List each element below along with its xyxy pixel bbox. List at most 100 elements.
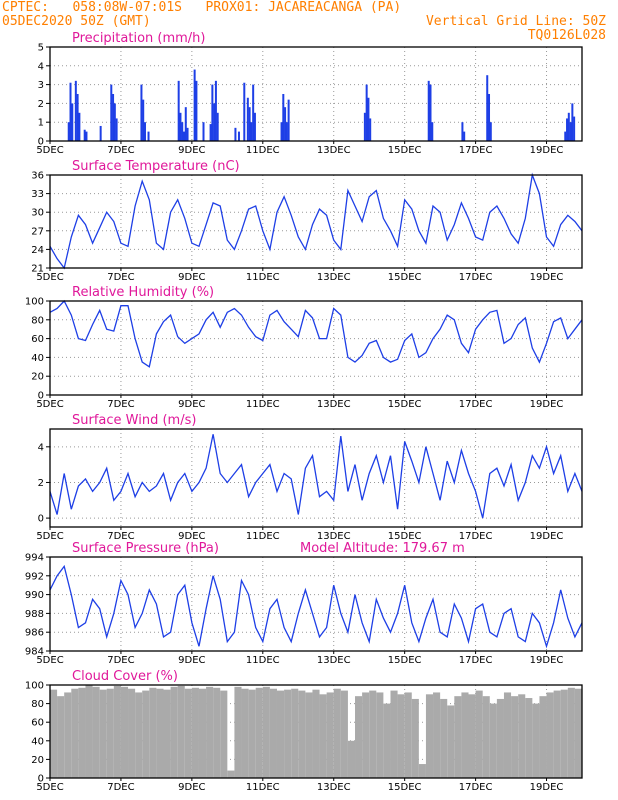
cloud-bar <box>284 689 292 778</box>
y-tick-label: 40 <box>31 353 44 364</box>
precip-bar <box>202 122 205 141</box>
y-tick-label: 2 <box>38 99 44 110</box>
x-tick-label: 13DEC <box>317 531 351 542</box>
wind-panel: 0 2 4 5DEC 7DEC 9DEC 11DEC 13DEC 15DEC 17DEC 19DEC… <box>36 413 583 542</box>
cloud-bar <box>333 688 341 778</box>
precip-bar <box>214 80 217 141</box>
x-tick-label: 17DEC <box>459 272 493 283</box>
x-tick-label: 17DEC <box>459 782 493 793</box>
precip-bar <box>282 94 285 141</box>
cloud-bar <box>57 696 65 778</box>
x-tick-label: 7DEC <box>107 531 134 542</box>
precip-bar <box>253 112 256 141</box>
y-tick-label: 0 <box>38 137 44 148</box>
cloud-bar <box>262 686 270 778</box>
cloud-bar <box>312 689 320 778</box>
cloud-bar <box>482 696 490 778</box>
precip-bar <box>211 84 214 141</box>
precip-bar <box>287 99 290 141</box>
x-tick-label: 17DEC <box>459 399 493 410</box>
precip-bar <box>181 122 184 141</box>
precip-bar <box>486 75 489 141</box>
precip-panel: 0 1 2 3 4 5 5DEC 7DEC 9DEC 11DEC 13DEC 15DEC 17DEC 19… <box>36 31 583 156</box>
y-tick-label: 4 <box>38 442 44 453</box>
cloud-bar <box>142 690 150 778</box>
precip-bar <box>209 124 212 141</box>
cloud-bar <box>276 690 285 778</box>
precip-bar <box>363 112 366 141</box>
y-tick-label: 21 <box>31 264 44 275</box>
x-tick-label: 5DEC <box>36 655 63 666</box>
cloud-bar <box>220 690 228 778</box>
y-tick-label: 992 <box>25 571 44 582</box>
cloud-bar <box>511 696 519 778</box>
precip-bar <box>427 80 430 141</box>
cloud-bar <box>227 770 235 778</box>
precip-bar <box>110 84 113 141</box>
cloud-bar <box>468 694 476 778</box>
cloud-bar <box>340 690 348 778</box>
precip-bar <box>142 99 145 141</box>
cloud-title: Cloud Cover (%) <box>72 669 178 684</box>
grid-line-note: Vertical Grid Line: 50Z <box>425 14 606 29</box>
x-tick-label: 15DEC <box>388 399 422 410</box>
y-tick-label: 3 <box>38 80 44 91</box>
model-code: TQ0126L028 <box>527 28 606 43</box>
cloud-bar <box>319 694 327 778</box>
run-date: 05DEC2020 50Z (GMT) <box>2 14 151 29</box>
x-tick-label: 7DEC <box>107 655 134 666</box>
x-tick-label: 5DEC <box>36 399 63 410</box>
x-tick-label: 7DEC <box>107 145 134 156</box>
cloud-bar <box>106 688 114 778</box>
x-tick-label: 5DEC <box>36 272 63 283</box>
x-tick-label: 9DEC <box>178 145 205 156</box>
cloud-bar <box>440 698 448 778</box>
x-tick-label: 13DEC <box>317 399 351 410</box>
x-tick-label: 15DEC <box>388 531 422 542</box>
precip-bar <box>76 94 79 141</box>
precip-bar <box>213 103 216 141</box>
plot-frame <box>49 684 583 779</box>
x-tick-label: 17DEC <box>459 655 493 666</box>
precip-bar <box>569 122 572 141</box>
precip-bar <box>488 94 491 141</box>
x-tick-label: 19DEC <box>530 531 564 542</box>
y-tick-label: 24 <box>31 245 44 256</box>
x-tick-label: 9DEC <box>178 531 205 542</box>
precip-bar <box>179 112 182 141</box>
y-tick-label: 984 <box>25 647 44 658</box>
cloud-bar <box>404 692 412 778</box>
cloud-bar <box>99 689 107 778</box>
cloud-bar <box>149 687 157 778</box>
precip-bar <box>280 122 283 141</box>
x-tick-label: 19DEC <box>530 145 564 156</box>
precip-bar <box>83 129 86 141</box>
precip-bar <box>143 122 146 141</box>
model-altitude-label: Model Altitude: 179.67 m <box>300 541 465 556</box>
precip-bar <box>71 103 74 141</box>
cloud-bar <box>156 688 164 778</box>
chart-header: CPTEC: 058:08W-07:01S PROX01: JACAREACAN… <box>0 0 618 44</box>
cloud-bar <box>298 690 306 778</box>
x-tick-label: 13DEC <box>317 782 351 793</box>
cloud-bar <box>113 685 121 778</box>
precip-bar <box>571 103 574 141</box>
precip-bar <box>573 116 576 141</box>
precip-bar <box>85 131 88 141</box>
wind-title: Surface Wind (m/s) <box>72 413 196 428</box>
y-tick-label: 986 <box>25 628 44 639</box>
cloud-bar <box>411 698 419 778</box>
cloud-bar <box>518 694 526 778</box>
precip-bar <box>489 122 492 141</box>
cloud-bar <box>135 692 143 778</box>
plot-frame <box>49 46 583 142</box>
x-tick-label: 11DEC <box>246 782 280 793</box>
cloud-bar <box>326 692 334 778</box>
precip-bar <box>367 97 370 141</box>
cloud-bar <box>163 689 171 778</box>
x-tick-label: 15DEC <box>388 655 422 666</box>
x-tick-label: 5DEC <box>36 782 63 793</box>
precip-bar <box>112 94 115 141</box>
cloud-bar <box>170 686 178 778</box>
